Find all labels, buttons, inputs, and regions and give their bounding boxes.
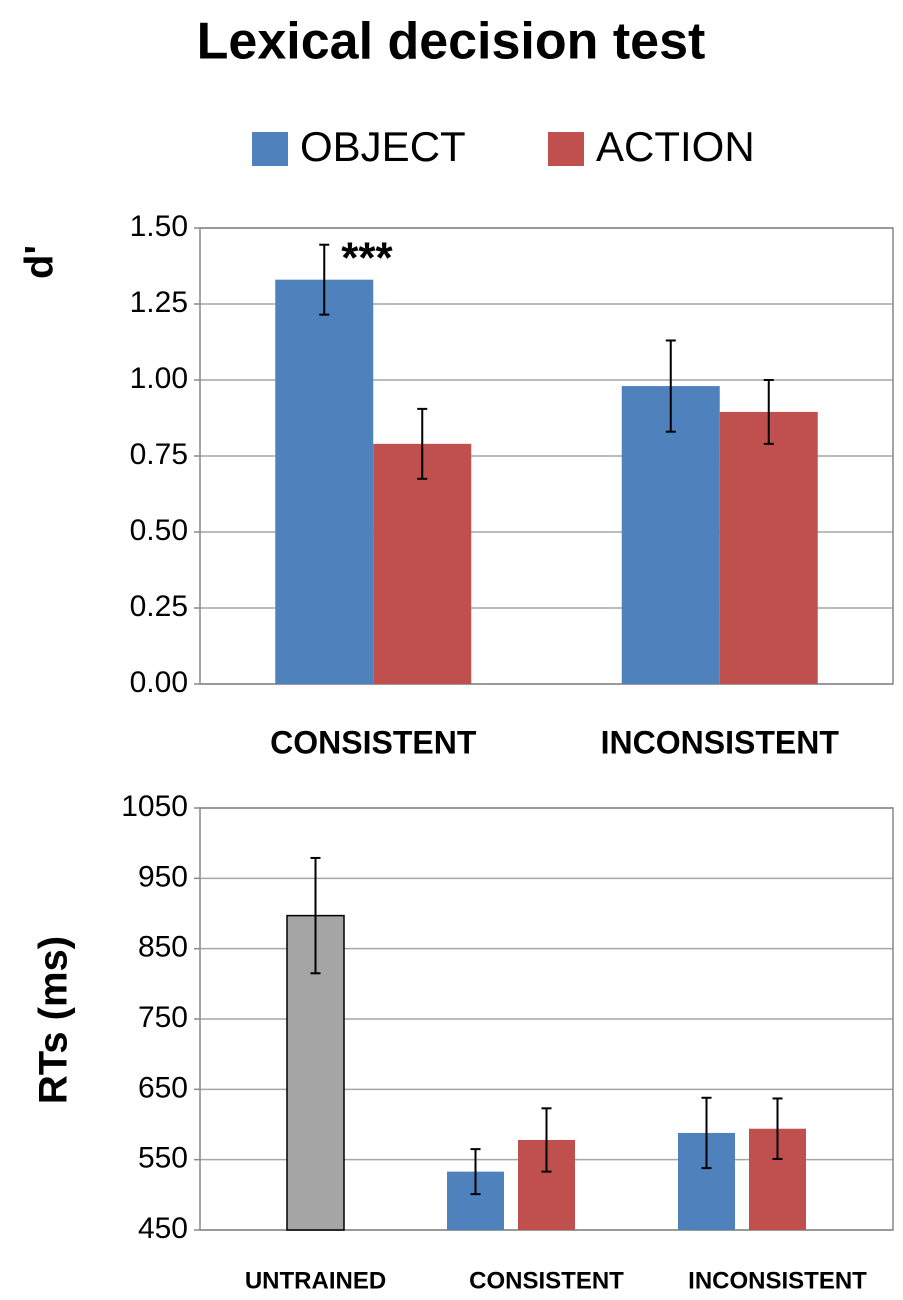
bar (275, 279, 374, 684)
y-tick-label: 1.00 (130, 362, 188, 395)
y-axis-label: d' (18, 245, 62, 279)
annotation: *** (341, 233, 393, 282)
y-tick-label: 650 (138, 1071, 188, 1104)
y-tick-label: 0.50 (130, 514, 188, 547)
y-tick-label: 0.00 (130, 666, 188, 699)
y-tick-label: 950 (138, 860, 188, 893)
y-tick-label: 750 (138, 1001, 188, 1034)
x-tick-label: INCONSISTENT (688, 1267, 867, 1294)
y-tick-label: 550 (138, 1142, 188, 1175)
bar (719, 411, 818, 684)
legend-swatch (548, 132, 584, 166)
x-tick-label: UNTRAINED (245, 1267, 386, 1294)
y-tick-label: 1.25 (130, 286, 188, 319)
y-tick-label: 1050 (121, 790, 188, 823)
bar (621, 386, 720, 684)
plot-frame (199, 227, 894, 685)
x-tick-label: CONSISTENT (270, 724, 477, 760)
y-tick-label: 850 (138, 931, 188, 964)
bar (373, 443, 472, 684)
chart-title: Lexical decision test (197, 13, 706, 71)
legend-label: OBJECT (300, 123, 466, 170)
y-tick-label: 0.75 (130, 438, 188, 471)
legend-label: ACTION (596, 123, 755, 170)
legend-swatch (252, 132, 288, 166)
y-tick-label: 450 (138, 1212, 188, 1245)
y-axis-label: RTs (ms) (32, 936, 76, 1104)
x-tick-label: CONSISTENT (469, 1267, 624, 1294)
y-tick-label: 0.25 (130, 590, 188, 623)
x-tick-label: INCONSISTENT (601, 724, 840, 760)
y-tick-label: 1.50 (130, 210, 188, 243)
